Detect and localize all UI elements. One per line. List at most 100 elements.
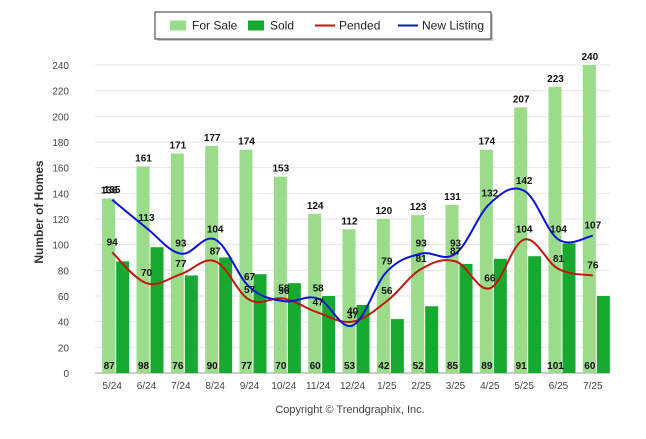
y-tick-label: 200 bbox=[52, 112, 69, 123]
x-tick-label: 8/24 bbox=[205, 381, 225, 392]
data-label-for-sale: 207 bbox=[513, 94, 530, 105]
data-label-for-sale: 120 bbox=[375, 206, 392, 217]
bar-sold bbox=[356, 304, 370, 373]
y-tick-label: 20 bbox=[58, 343, 70, 354]
y-tick-label: 100 bbox=[52, 241, 69, 252]
line-series bbox=[111, 187, 594, 327]
data-label-for-sale: 177 bbox=[204, 133, 221, 144]
data-label-pended: 66 bbox=[484, 273, 496, 284]
data-label-new-listing: 142 bbox=[516, 176, 533, 187]
data-label-pended: 58 bbox=[278, 284, 290, 295]
data-label-new-listing: 104 bbox=[207, 225, 224, 236]
data-label-pended: 77 bbox=[175, 259, 187, 270]
data-label-sold: 87 bbox=[104, 361, 116, 372]
data-label-sold: 60 bbox=[584, 361, 596, 372]
bar-sold bbox=[150, 247, 164, 373]
x-tick-label: 10/24 bbox=[271, 381, 296, 392]
data-label-new-listing: 135 bbox=[104, 185, 121, 196]
bar-for-sale bbox=[205, 145, 219, 373]
data-label-pended: 104 bbox=[516, 225, 533, 236]
x-tick-label: 12/24 bbox=[340, 381, 365, 392]
data-label-pended: 47 bbox=[313, 298, 325, 309]
data-label-new-listing: 67 bbox=[244, 272, 256, 283]
bar-sold bbox=[459, 263, 473, 373]
data-label-sold: 70 bbox=[275, 361, 287, 372]
y-axis-label: Number of Homes bbox=[32, 160, 46, 264]
data-label-for-sale: 153 bbox=[272, 164, 289, 175]
data-label-sold: 85 bbox=[447, 361, 459, 372]
y-tick-label: 120 bbox=[52, 215, 69, 226]
data-label-new-listing: 93 bbox=[175, 239, 187, 250]
legend-swatch-sold bbox=[248, 20, 264, 31]
data-label-for-sale: 136 bbox=[101, 185, 118, 196]
y-tick-label: 0 bbox=[63, 369, 69, 380]
data-label-for-sale: 174 bbox=[238, 137, 255, 148]
bar-for-sale bbox=[376, 219, 390, 373]
bar-series bbox=[102, 65, 610, 374]
x-tick-label: 7/25 bbox=[583, 381, 603, 392]
data-label-new-listing: 37 bbox=[347, 311, 359, 322]
data-label-for-sale: 174 bbox=[478, 137, 495, 148]
x-tick-label: 2/25 bbox=[411, 381, 431, 392]
data-label-new-listing: 93 bbox=[450, 239, 462, 250]
data-label-for-sale: 123 bbox=[410, 202, 427, 213]
bar-sold bbox=[219, 257, 233, 373]
data-label-sold: 98 bbox=[138, 361, 150, 372]
data-label-sold: 60 bbox=[310, 361, 322, 372]
bar-for-sale bbox=[548, 86, 562, 374]
y-tick-label: 60 bbox=[58, 292, 70, 303]
data-label-for-sale: 240 bbox=[581, 52, 598, 63]
data-label-new-listing: 104 bbox=[550, 225, 567, 236]
y-tick-label: 180 bbox=[52, 138, 69, 149]
x-tick-label: 6/25 bbox=[549, 381, 569, 392]
bar-sold bbox=[116, 261, 130, 373]
data-label-for-sale: 112 bbox=[341, 216, 358, 227]
legend-label-pended: Pended bbox=[339, 19, 380, 33]
data-label-new-listing: 113 bbox=[138, 213, 155, 224]
data-label-new-listing: 107 bbox=[584, 221, 601, 232]
bar-for-sale bbox=[136, 166, 150, 373]
bar-for-sale bbox=[514, 107, 528, 373]
data-label-sold: 89 bbox=[481, 361, 493, 372]
bar-sold bbox=[528, 256, 542, 373]
x-tick-label: 5/25 bbox=[514, 381, 534, 392]
y-tick-label: 40 bbox=[58, 318, 70, 329]
data-label-sold: 42 bbox=[378, 361, 390, 372]
legend: For Sale Sold Pended New Listing bbox=[154, 11, 493, 41]
line-pended bbox=[111, 238, 594, 324]
bar-for-sale bbox=[273, 176, 287, 373]
data-label-for-sale: 171 bbox=[169, 141, 186, 152]
line-new-listing bbox=[111, 187, 594, 327]
bar-sold bbox=[390, 319, 404, 373]
data-label-new-listing: 93 bbox=[416, 239, 428, 250]
bar-for-sale bbox=[445, 204, 459, 373]
data-label-pended: 76 bbox=[587, 260, 599, 271]
data-label-sold: 77 bbox=[241, 361, 253, 372]
bar-sold bbox=[596, 296, 610, 373]
data-label-pended: 57 bbox=[244, 285, 256, 296]
data-label-for-sale: 131 bbox=[444, 192, 461, 203]
y-tick-label: 80 bbox=[58, 266, 70, 277]
data-label-pended: 56 bbox=[381, 286, 393, 297]
x-tick-label: 3/25 bbox=[446, 381, 466, 392]
x-tick-label: 7/24 bbox=[171, 381, 191, 392]
y-tick-label: 140 bbox=[52, 189, 69, 200]
data-label-new-listing: 58 bbox=[313, 284, 325, 295]
x-tick-label: 4/25 bbox=[480, 381, 500, 392]
data-label-for-sale: 161 bbox=[135, 153, 152, 164]
copyright-footer: Copyright © Trendgraphix, Inc. bbox=[275, 404, 424, 416]
legend-label-new-listing: New Listing bbox=[422, 19, 484, 33]
bar-sold bbox=[562, 243, 576, 373]
data-label-sold: 76 bbox=[172, 361, 184, 372]
bar-for-sale bbox=[342, 229, 356, 373]
legend-label-sold: Sold bbox=[270, 19, 294, 33]
legend-label-for-sale: For Sale bbox=[192, 19, 238, 33]
bar-for-sale bbox=[479, 149, 493, 373]
y-tick-label: 240 bbox=[52, 61, 69, 72]
data-label-sold: 101 bbox=[547, 361, 564, 372]
data-label-new-listing: 79 bbox=[381, 257, 393, 268]
data-label-sold: 53 bbox=[344, 361, 356, 372]
y-tick-label: 160 bbox=[52, 164, 69, 175]
bar-for-sale bbox=[308, 213, 322, 373]
